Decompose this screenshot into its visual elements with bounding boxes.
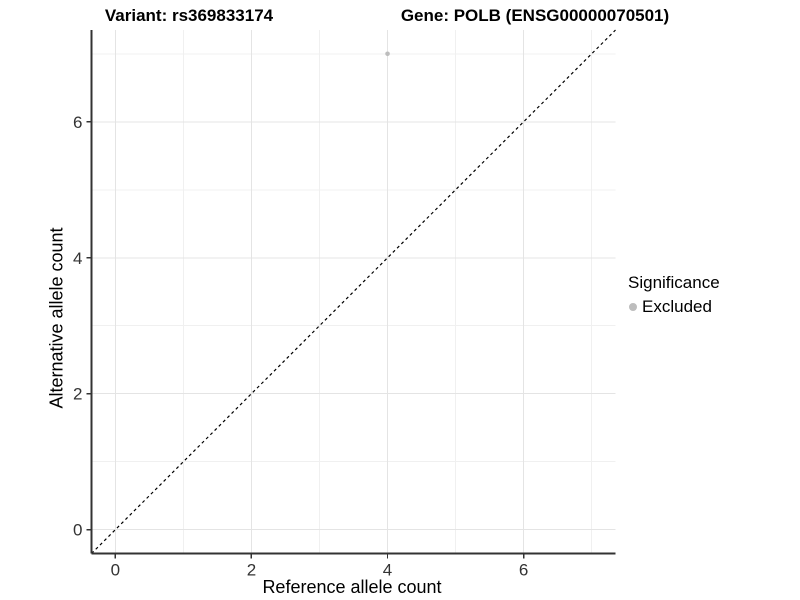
legend-item-label: Excluded	[642, 297, 712, 316]
identity-line	[91, 29, 616, 554]
y-tick-label: 4	[73, 249, 82, 268]
x-axis-title: Reference allele count	[262, 577, 442, 597]
x-tick-label: 4	[383, 561, 392, 580]
legend-title: Significance	[628, 273, 720, 292]
excluded-point-icon	[629, 303, 637, 311]
data-point	[385, 51, 390, 57]
gene-title: Gene: POLB (ENSG00000070501)	[400, 6, 670, 25]
x-tick-label: 0	[111, 561, 120, 580]
x-tick-label: 2	[247, 561, 256, 580]
variant-title: Variant: rs369833174	[104, 6, 274, 25]
y-axis-title: Alternative allele count	[46, 227, 67, 409]
y-tick-label: 0	[73, 521, 82, 540]
x-tick-label: 6	[519, 561, 528, 580]
legend-item-excluded: Excluded	[628, 297, 720, 317]
y-tick-label: 6	[73, 113, 82, 132]
legend: Significance Excluded	[628, 272, 720, 317]
y-tick-label: 2	[73, 385, 82, 404]
